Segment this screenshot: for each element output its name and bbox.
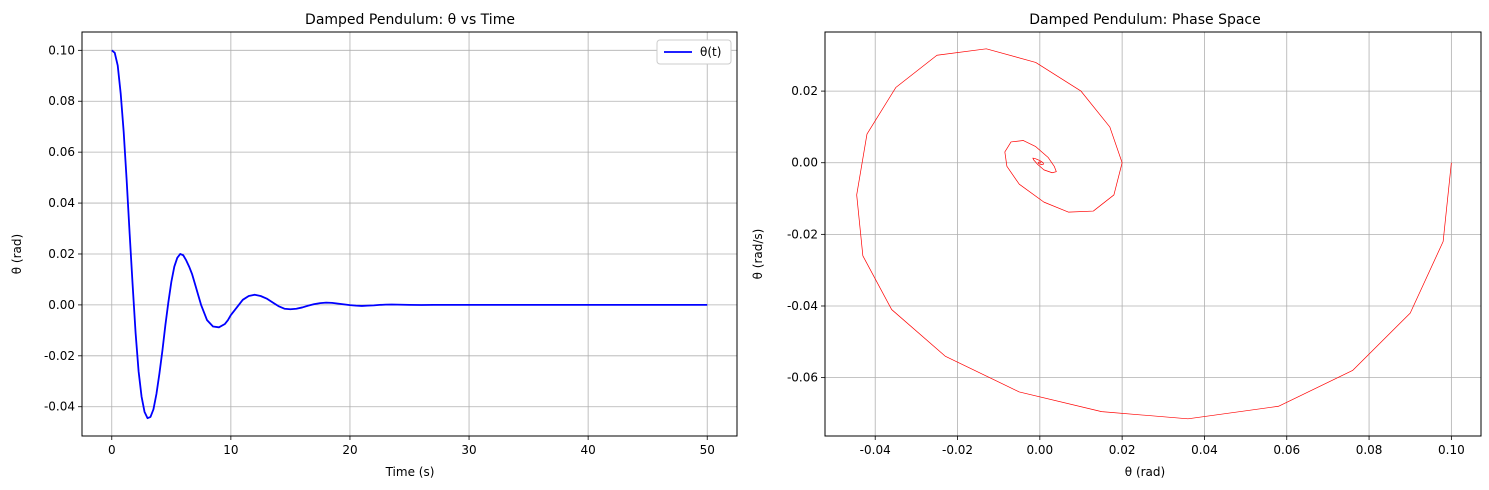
y-tick-label: -0.06 — [787, 371, 818, 385]
axis-ticks: -0.04 -0.02 0.00 0.02 0.04 0.06 0.08 0.10 -0.06 -… — [787, 84, 1465, 457]
x-tick-label: 0 — [108, 443, 116, 457]
x-tick-label: 10 — [223, 443, 238, 457]
y-tick-label: 0.06 — [48, 145, 75, 159]
phase-space-panel: Damped Pendulum: Phase Space θ (rad) θ (… — [751, 12, 1482, 479]
y-tick-label: -0.02 — [787, 227, 818, 241]
x-tick-label: -0.04 — [860, 443, 891, 457]
series-lines — [111, 49, 708, 420]
y-tick-label: 0.00 — [791, 156, 818, 170]
plot-frame — [81, 31, 738, 437]
y-tick-label: 0.08 — [48, 94, 75, 108]
x-tick-label: 0.00 — [1026, 443, 1053, 457]
legend: θ(t) — [656, 39, 732, 65]
chart-title: Damped Pendulum: Phase Space — [1029, 12, 1261, 28]
x-tick-label: 30 — [461, 443, 476, 457]
x-tick-label: 0.06 — [1273, 443, 1300, 457]
phase-trajectory-line — [856, 48, 1452, 420]
x-tick-label: 0.08 — [1356, 443, 1383, 457]
x-tick-label: 50 — [700, 443, 715, 457]
legend-entry-label: θ(t) — [700, 45, 721, 59]
x-tick-label: 0.10 — [1438, 443, 1465, 457]
x-axis-label: θ (rad) — [1125, 465, 1165, 479]
y-tick-label: -0.02 — [44, 349, 75, 363]
x-tick-label: 40 — [580, 443, 595, 457]
y-axis-label: θ (rad) — [10, 234, 24, 274]
x-tick-label: 20 — [342, 443, 357, 457]
theta-series-line — [111, 49, 708, 420]
y-tick-label: -0.04 — [787, 299, 818, 313]
x-tick-label: 0.04 — [1191, 443, 1218, 457]
axis-ticks: 0 10 20 30 40 50 -0.04 -0.02 0.00 0.02 0.04 0.06 0.0… — [44, 43, 715, 457]
grid — [825, 32, 1481, 436]
legend-box — [656, 39, 732, 65]
series-lines — [856, 48, 1452, 420]
y-tick-label: 0.10 — [48, 43, 75, 57]
y-axis-label: θ (rad/s) — [751, 229, 765, 280]
y-tick-label: 0.02 — [791, 84, 818, 98]
x-tick-label: -0.02 — [942, 443, 973, 457]
time-series-panel: Damped Pendulum: θ vs Time Time (s) θ (r… — [10, 12, 738, 479]
y-tick-label: 0.02 — [48, 247, 75, 261]
y-tick-label: 0.00 — [48, 298, 75, 312]
chart-title: Damped Pendulum: θ vs Time — [305, 12, 515, 28]
x-axis-label: Time (s) — [385, 465, 435, 479]
y-tick-label: -0.04 — [44, 400, 75, 414]
y-tick-label: 0.04 — [48, 196, 75, 210]
plot-frame — [824, 31, 1482, 437]
x-tick-label: 0.02 — [1109, 443, 1136, 457]
